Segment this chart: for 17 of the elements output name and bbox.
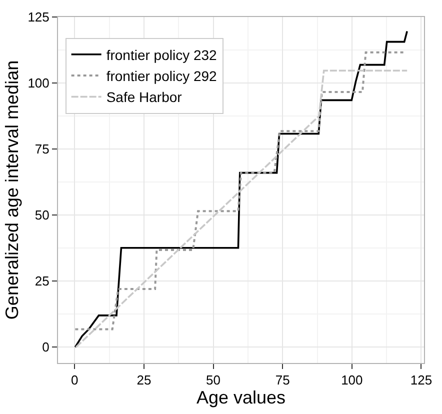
x-tick-label: 75 xyxy=(275,372,290,388)
y-tick-label: 100 xyxy=(28,76,50,91)
legend-label: Safe Harbor xyxy=(106,89,182,106)
legend-label: frontier policy 232 xyxy=(106,46,218,63)
x-tick-label: 25 xyxy=(136,372,152,388)
legend-label: frontier policy 292 xyxy=(106,68,218,84)
x-tick-label: 0 xyxy=(71,372,78,388)
y-tick-label: 75 xyxy=(34,142,50,157)
x-tick-label: 100 xyxy=(341,372,363,388)
y-tick-label: 50 xyxy=(34,208,50,223)
x-tick-label: 50 xyxy=(206,372,221,388)
y-tick-label: 125 xyxy=(28,10,50,25)
y-axis-title: Generalized age interval median xyxy=(2,60,22,320)
x-axis-title: Age values xyxy=(196,388,286,408)
x-tick-label: 125 xyxy=(410,372,432,388)
y-tick-label: 0 xyxy=(42,340,50,355)
y-tick-label: 25 xyxy=(34,274,50,289)
